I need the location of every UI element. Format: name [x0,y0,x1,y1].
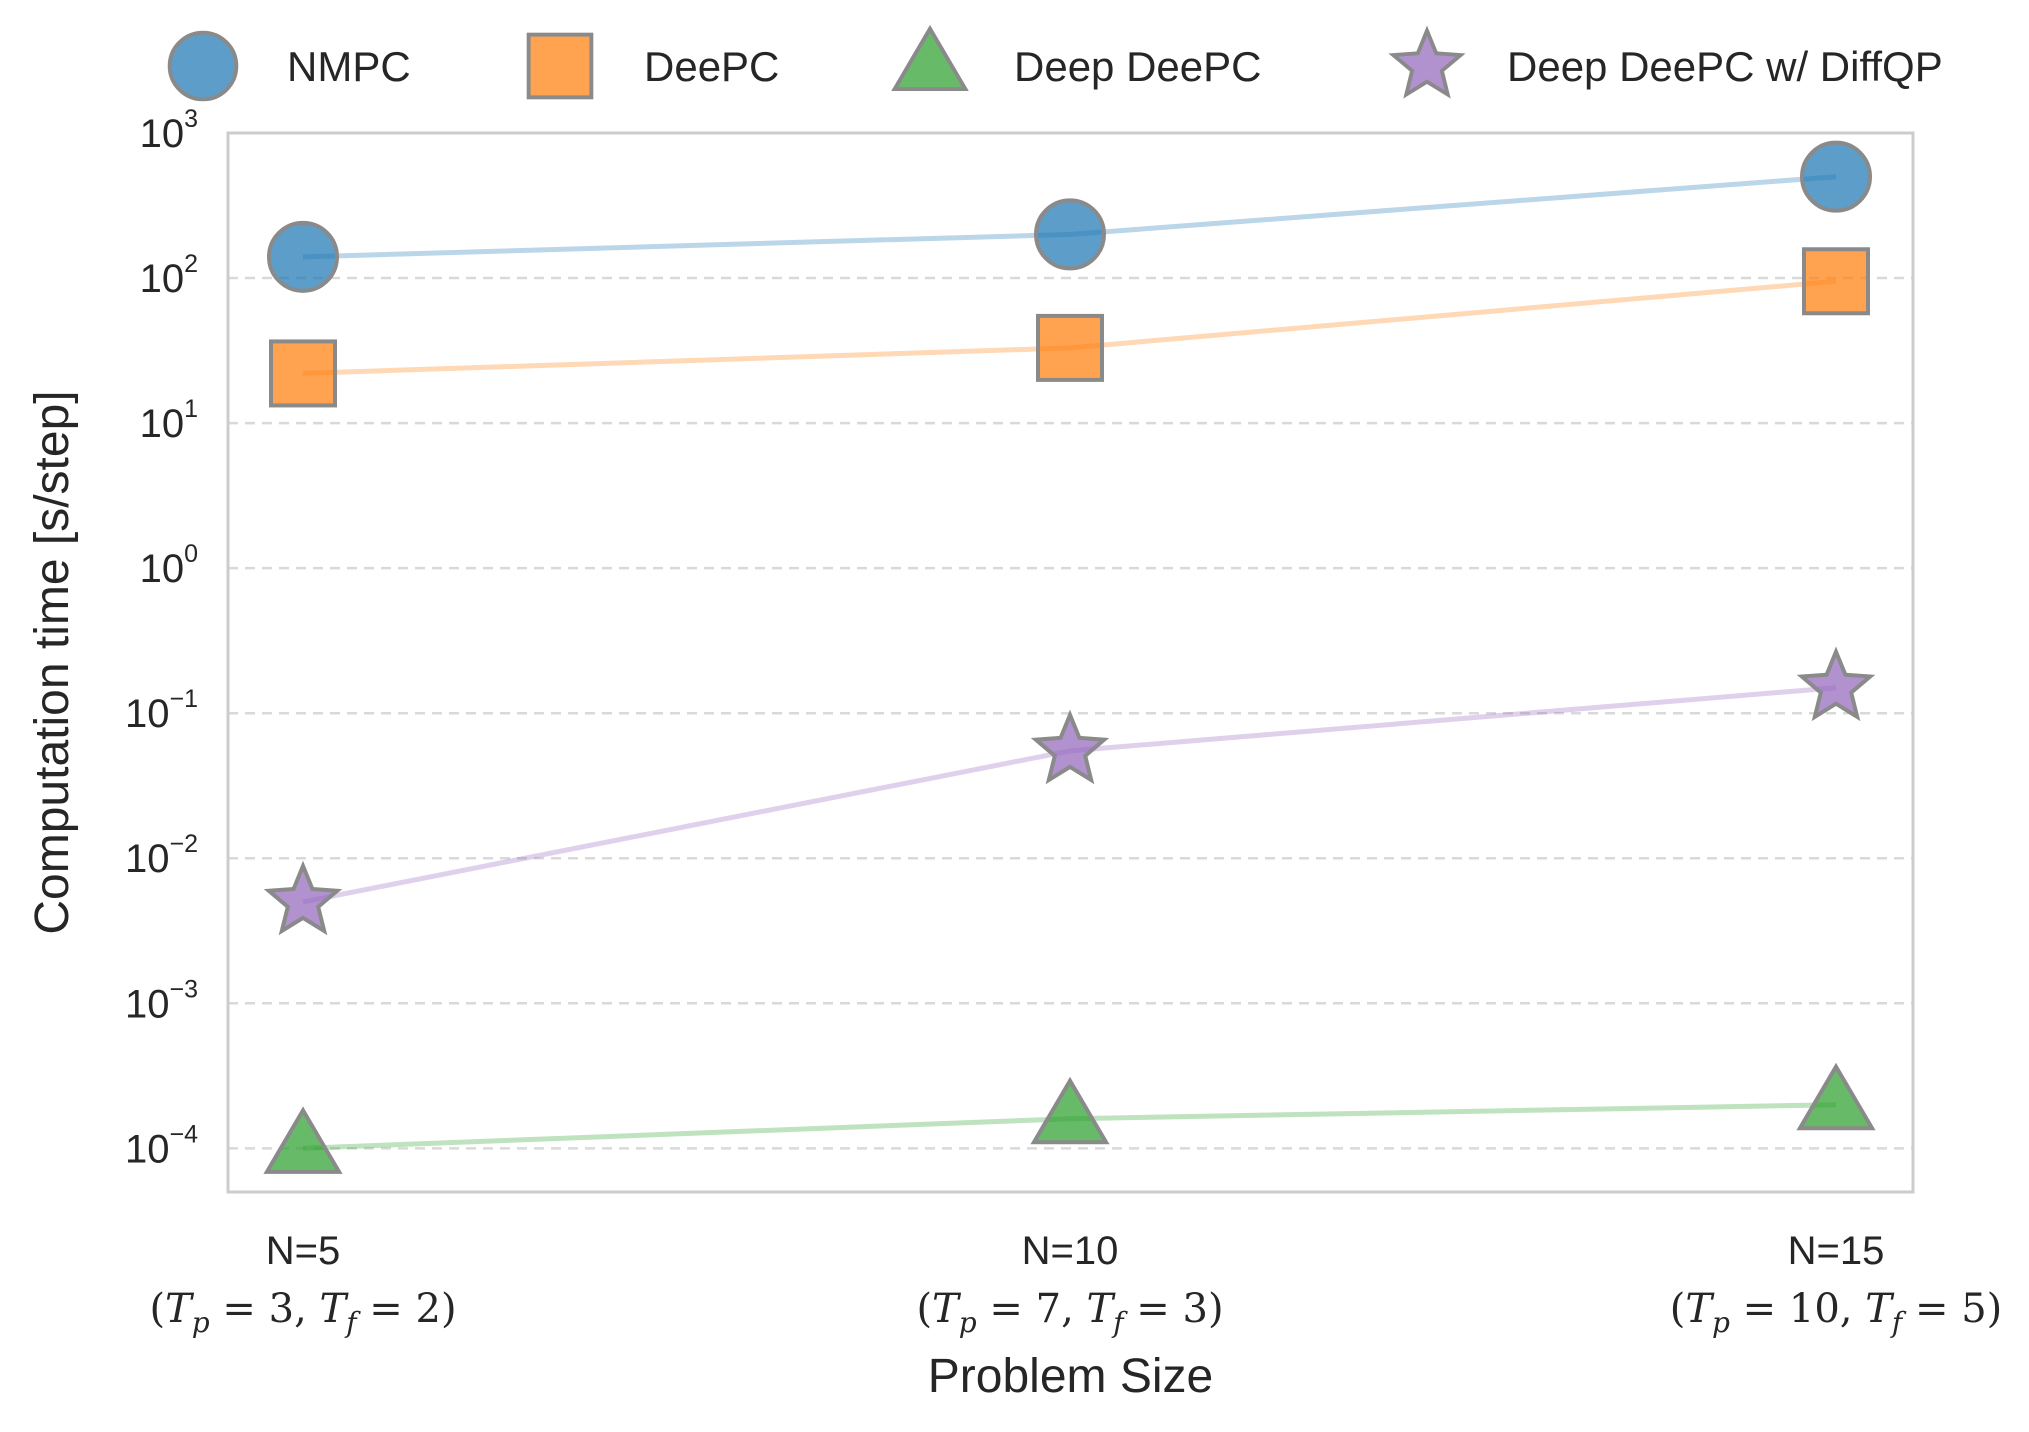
x-tick-label: N=10 [1022,1229,1119,1273]
grid-layer [228,131,1913,1150]
y-tick-label: 100 [140,540,198,591]
data-point [1796,646,1876,722]
data-point [1030,709,1110,785]
series-markers [263,140,1876,1174]
legend: NMPC DeePC Deep DeePC Deep DeePC w/ DiffQP [167,24,1943,102]
x-tick-sublabel: (Tp = 3, Tf = 2) [149,1286,456,1339]
data-point [267,220,339,293]
legend-marker [167,30,239,102]
y-tick-label: 10−3 [125,975,198,1026]
y-tick-label: 10−2 [125,830,198,881]
y-tick-label: 10−1 [125,685,198,736]
y-tick-label: 101 [140,395,198,446]
data-point [1800,140,1872,213]
x-tick-sublabel: (Tp = 7, Tf = 3) [916,1286,1223,1339]
legend-label: NMPC [287,43,411,90]
y-tick-label: 103 [140,105,198,156]
x-tick-label: N=15 [1788,1229,1885,1273]
y-tick-labels: 10−4 10−3 10−2 10−1 100 101 102 103 [125,105,198,1171]
x-tick-sublabel: (Tp = 10, Tf = 5) [1670,1286,2003,1339]
y-tick-label: 10−4 [125,1120,198,1171]
legend-marker [1388,25,1466,99]
legend-marker [526,32,594,100]
data-point [1036,313,1104,382]
data-point [1030,1076,1110,1145]
legend-marker [891,24,969,92]
data-point [1796,1062,1876,1131]
x-tick-labels: N=5 (Tp = 3, Tf = 2) N=10 (Tp = 7, Tf = 3) N… [149,1229,2002,1339]
data-point [269,339,337,408]
y-tick-label: 102 [140,250,198,301]
legend-label: Deep DeePC [1014,43,1261,90]
data-point [1802,247,1870,316]
plot-frame [226,131,1915,1194]
data-point [263,1106,343,1174]
data-point [263,860,343,936]
legend-label: Deep DeePC w/ DiffQP [1507,43,1943,90]
legend-label: DeePC [644,43,779,90]
x-tick-label: N=5 [266,1229,341,1273]
data-point [1034,198,1106,271]
y-axis-label: Computation time [s/step] [26,390,79,934]
x-axis-label: Problem Size [928,1350,1213,1403]
